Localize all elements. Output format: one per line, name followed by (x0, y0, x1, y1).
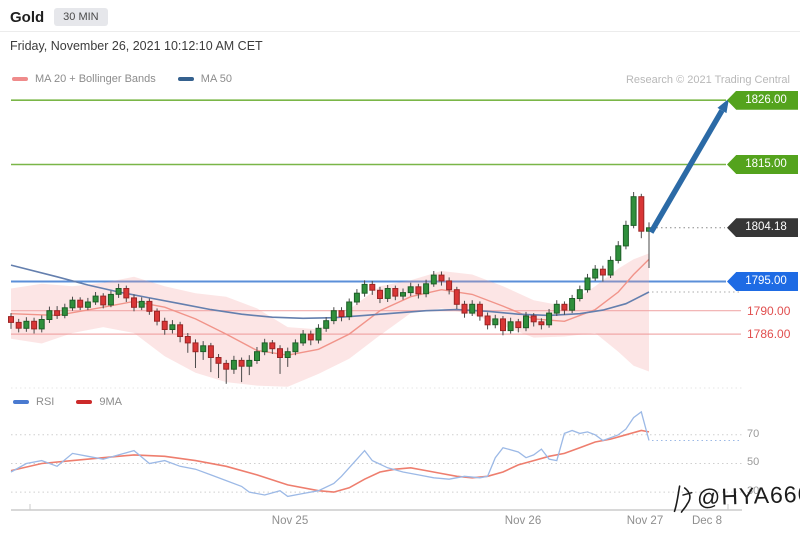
ma50-legend-label: MA 50 (200, 73, 232, 85)
rsi-indicator-legend: RSI 9MA (13, 396, 122, 408)
resistance-level-label-1815: 1815.00 (727, 155, 798, 175)
price-indicator-legend: MA 20 + Bollinger Bands MA 50 (12, 73, 232, 85)
instrument-title: Gold (10, 8, 45, 26)
rsi-legend-swatch-icon (13, 400, 29, 404)
hand-drawn-mark-icon (673, 485, 693, 513)
rsi-tick-70: 70 (747, 427, 760, 440)
ma20-legend-swatch-icon (12, 77, 28, 81)
ma50-legend-swatch-icon (177, 77, 194, 81)
rsi-legend-item: RSI (13, 396, 54, 408)
header-divider (0, 31, 800, 32)
x-axis-label-nov27: Nov 27 (626, 515, 664, 527)
watermark-text: @HYA666 (696, 480, 800, 511)
watermark: @HYA666 (671, 479, 800, 514)
chart-header: Gold 30 MIN (10, 6, 108, 28)
chart-datetime: Friday, November 26, 2021 10:12:10 AM CE… (10, 39, 263, 53)
research-credit: Research © 2021 Trading Central (625, 74, 790, 86)
ma20-bollinger-legend-item: MA 20 + Bollinger Bands (12, 73, 156, 85)
rsi-tick-30: 30 (747, 485, 760, 498)
rsi-ma-legend-swatch-icon (76, 400, 93, 404)
x-axis-label-nov25: Nov 25 (271, 515, 309, 527)
resistance-level-label-1826: 1826.00 (727, 90, 798, 110)
x-axis-label-dec8: Dec 8 (691, 515, 723, 527)
rsi-legend-label: RSI (36, 396, 55, 408)
rsi-tick-50: 50 (747, 456, 760, 469)
ma50-legend-item: MA 50 (177, 73, 232, 85)
timeframe-badge[interactable]: 30 MIN (54, 8, 108, 26)
last-price-label: 1804.18 (727, 218, 798, 238)
ma20-legend-label: MA 20 + Bollinger Bands (35, 73, 156, 85)
pivot-level-label-1795: 1795.00 (727, 271, 798, 291)
rsi-ma-legend-label: 9MA (99, 396, 122, 408)
support-level-label-1786: 1786.00 (747, 327, 791, 342)
x-axis-label-nov26: Nov 26 (504, 515, 542, 527)
rsi-ma-legend-item: 9MA (76, 396, 122, 408)
support-level-label-1790: 1790.00 (747, 303, 791, 318)
